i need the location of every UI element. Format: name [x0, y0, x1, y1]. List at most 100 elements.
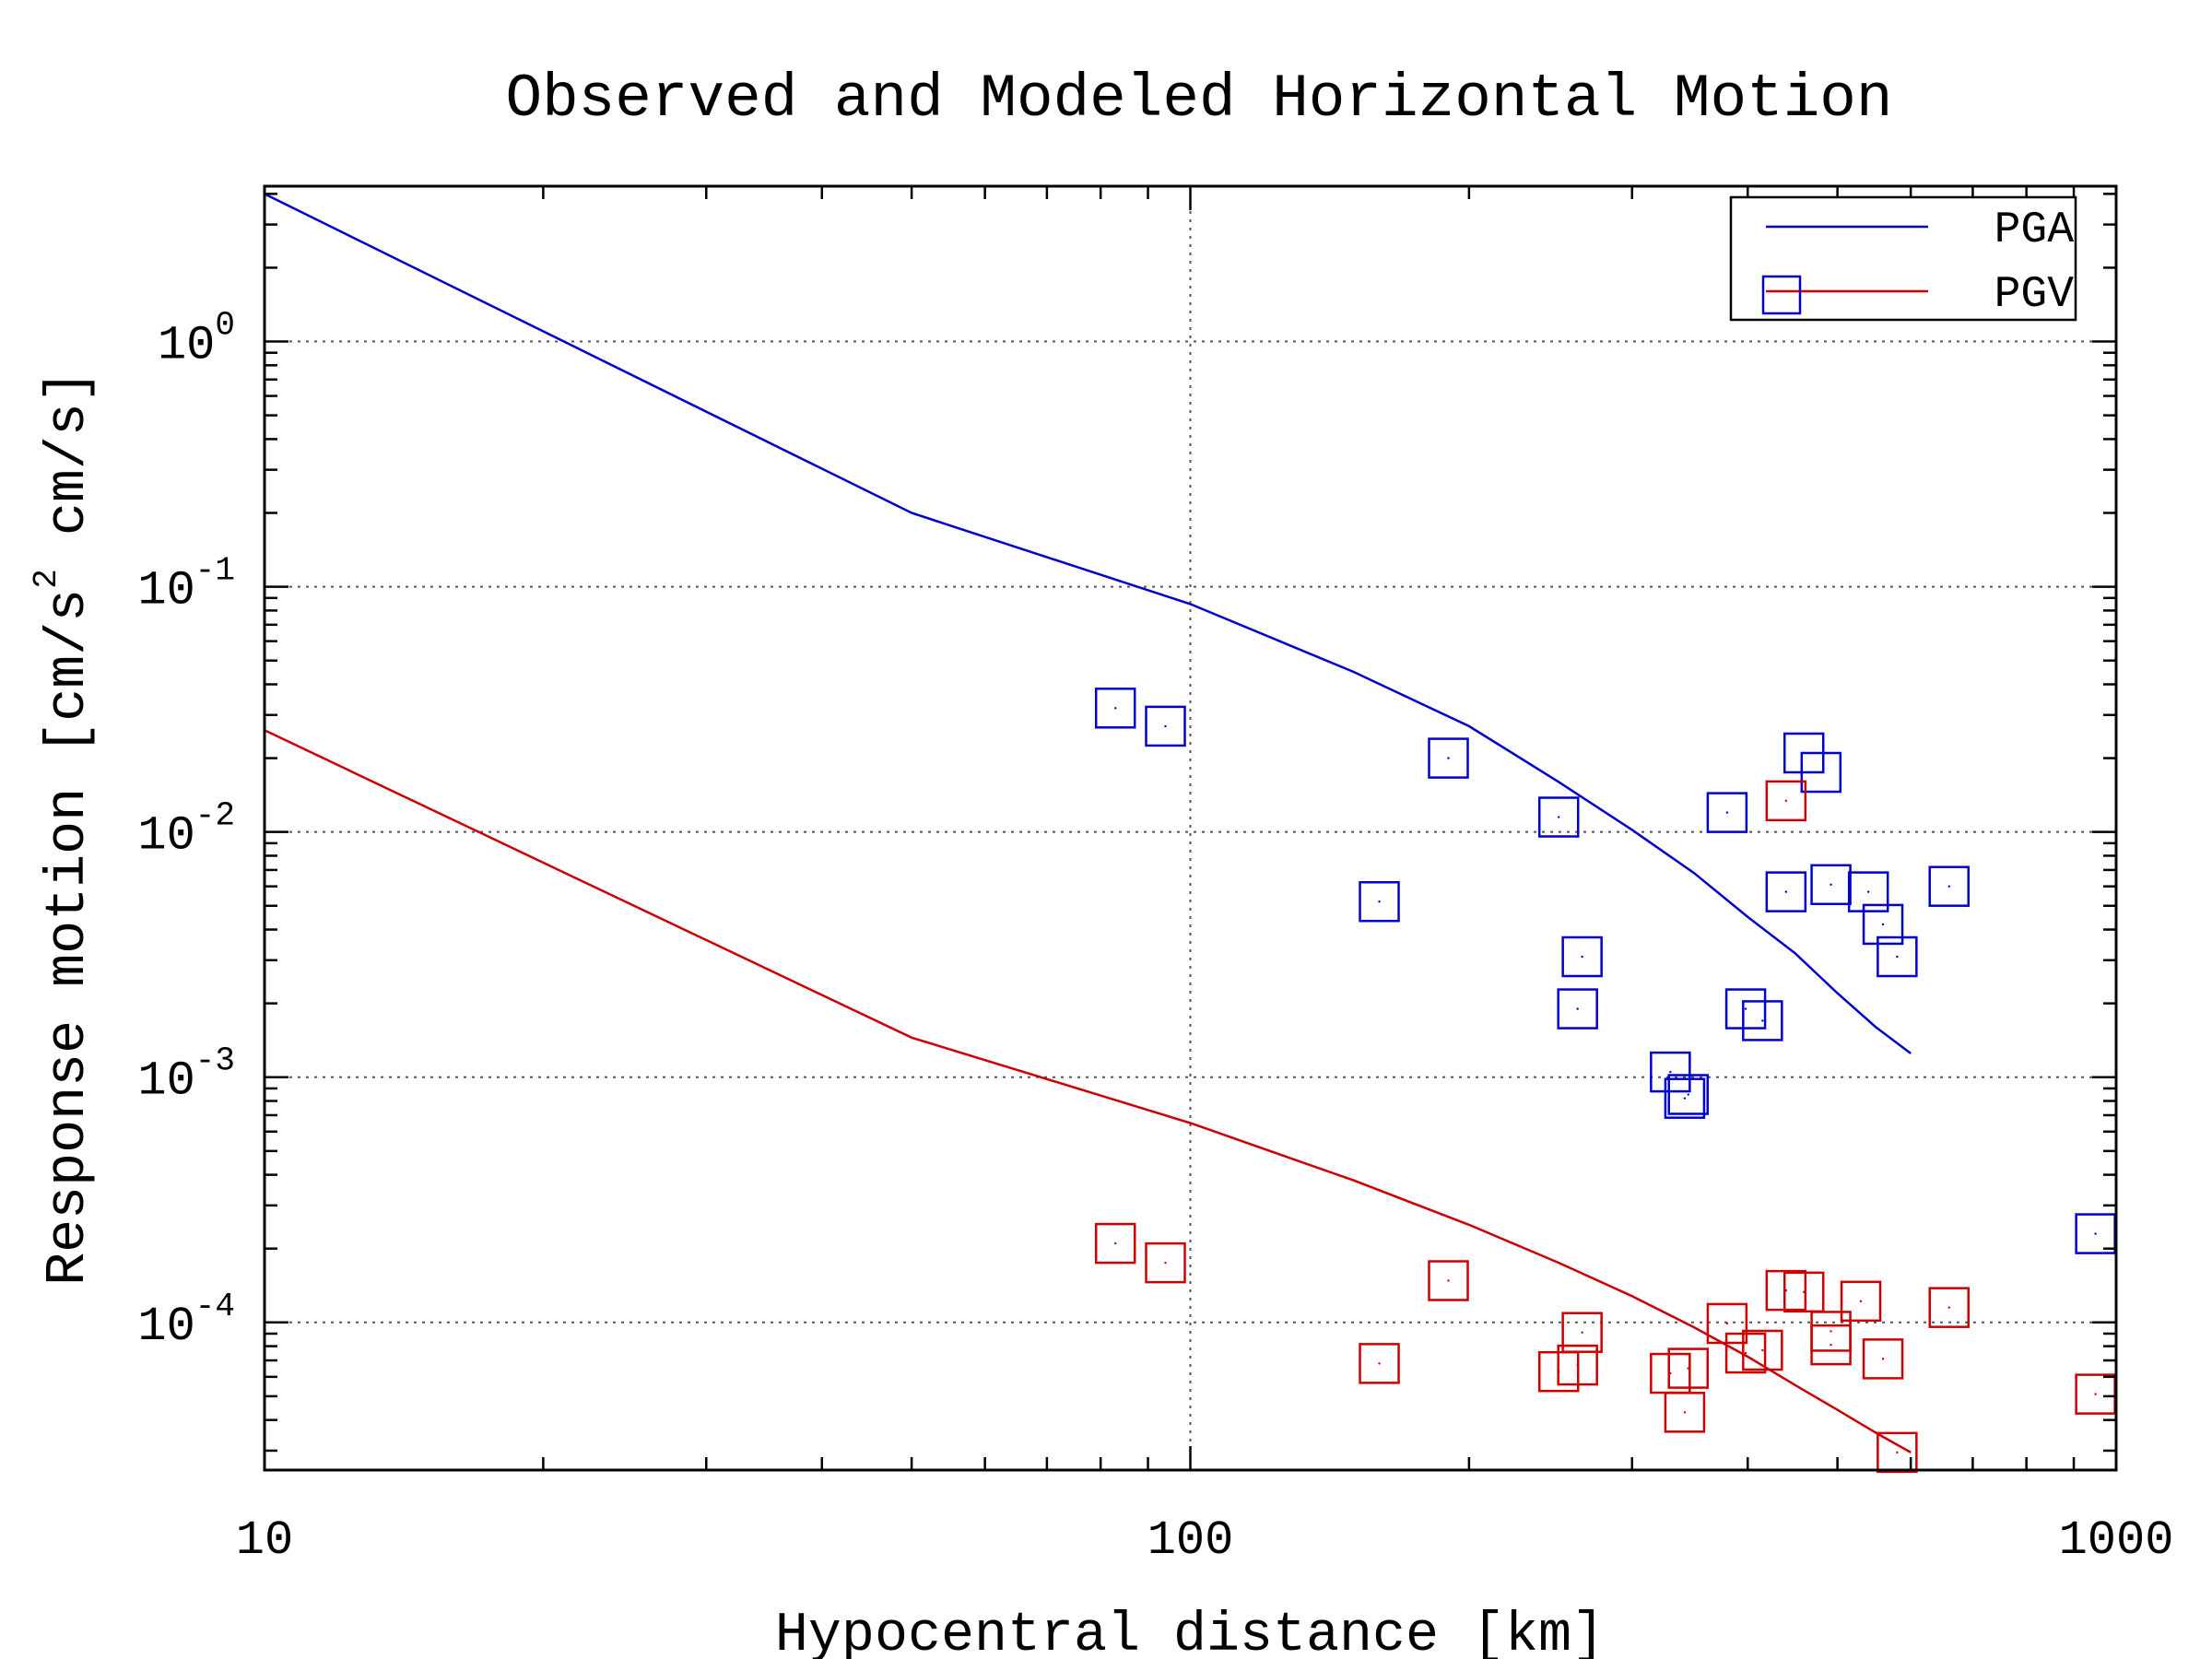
pga-point-center: [1447, 757, 1450, 759]
pgv-point-center: [1830, 1330, 1832, 1333]
x-axis-label: Hypocentral distance [km]: [775, 1605, 1605, 1659]
pga-point: [1706, 792, 1748, 833]
pga-point-center: [1669, 1070, 1672, 1074]
pgv-point: [1765, 780, 1807, 822]
pgv-point-center: [1725, 1322, 1729, 1325]
y-tick-label: 10-2: [137, 797, 235, 864]
pga-point-center: [1784, 890, 1788, 893]
y-tick-label: 10-3: [137, 1042, 235, 1109]
pga-point-center: [1687, 1093, 1689, 1096]
pgv-point-center: [1803, 1290, 1806, 1294]
pgv-point: [1810, 1324, 1852, 1366]
ticks-layer: [263, 186, 2116, 1470]
y-tick-label: 10-1: [137, 552, 235, 618]
pga-point: [1650, 1051, 1691, 1093]
x-tick-label: 100: [1147, 1513, 1234, 1568]
y-tick-label: 100: [158, 307, 235, 373]
x-tick-label: 1000: [2059, 1513, 2174, 1568]
x-tick-label: 10: [236, 1513, 293, 1568]
pgv-point: [1783, 1271, 1825, 1313]
pgv-point: [1724, 1332, 1767, 1374]
x-tick-labels: 10 100 1000: [236, 1513, 2174, 1568]
grid-layer: [265, 186, 2116, 1470]
pgv-point: [1877, 1431, 1918, 1474]
pgv-point-center: [2094, 1393, 2097, 1395]
pga-model-line: [264, 193, 1912, 1054]
pgv-point-center: [1378, 1362, 1381, 1365]
pgv-point: [1928, 1287, 1970, 1328]
pga-point: [1537, 796, 1580, 838]
pga-point-center: [1558, 816, 1560, 818]
y-tick-labels: 10-4 10-3 10-2 10-1 100: [137, 307, 235, 1354]
pga-point: [1877, 935, 1918, 978]
pgv-point: [1561, 1312, 1603, 1353]
pga-point-center: [2094, 1232, 2097, 1235]
pgv-point: [1667, 1347, 1709, 1389]
pga-point-center: [1819, 771, 1823, 774]
pga-point: [1664, 1077, 1706, 1119]
pga-point-center: [1576, 1007, 1579, 1010]
pgv-point-center: [1881, 1358, 1885, 1360]
pgv-point: [1359, 1343, 1400, 1384]
pga-point: [1742, 1000, 1783, 1041]
pga-point-center: [1830, 883, 1832, 886]
pgv-point-center: [1859, 1300, 1863, 1303]
pga-point-center: [1744, 1007, 1747, 1010]
pgv-point: [1765, 1269, 1807, 1312]
y-axis-label-sup: 2: [28, 569, 65, 589]
pga-point-center: [1164, 724, 1167, 728]
y-axis-label-prefix: Response motion [cm/s: [38, 589, 100, 1286]
pga-point-center: [1761, 1019, 1764, 1022]
y-axis-label: Response motion [cm/s2 cm/s]: [28, 370, 100, 1286]
pga-point-center: [1896, 955, 1899, 959]
pgv-point-center: [1744, 1351, 1747, 1355]
pga-point-center: [1725, 811, 1729, 814]
chart-title: Observed and Modeled Horizontal Motion: [505, 65, 1892, 134]
pgv-point-center: [1114, 1241, 1117, 1245]
pga-point: [1862, 903, 1904, 946]
pgv-point-center: [1784, 799, 1788, 803]
pga-point: [1765, 871, 1807, 912]
pga-point: [1557, 988, 1598, 1030]
pga-point: [1928, 865, 1970, 907]
pga-point-center: [1881, 923, 1885, 926]
pga-point: [1094, 688, 1136, 729]
pgv-point-center: [1581, 1331, 1583, 1334]
pga-point-center: [1114, 707, 1117, 710]
pgv-point: [1145, 1241, 1186, 1284]
pga-point-center: [1947, 885, 1950, 888]
pga-point: [1428, 737, 1469, 779]
pgv-point-center: [1683, 1411, 1687, 1414]
pgv-point: [1862, 1338, 1904, 1380]
pgv-point: [1742, 1329, 1783, 1371]
pga-point: [1145, 705, 1186, 747]
pga-point: [1359, 880, 1400, 923]
legend-marker: [1761, 275, 1802, 315]
legend: PGA PGV: [1729, 195, 2077, 322]
pgv-point: [1664, 1392, 1706, 1433]
pga-point: [1724, 988, 1767, 1030]
legend-label-pgv: PGV: [1994, 270, 2075, 320]
legend-label-pga: PGA: [1994, 206, 2075, 255]
series-layer: [264, 193, 2116, 1474]
pga-point-center: [1378, 900, 1381, 903]
pgv-point-center: [1447, 1279, 1450, 1282]
pga-point-center: [1581, 955, 1583, 959]
pga-point: [1847, 871, 1889, 912]
pgv-model-line: [264, 729, 1912, 1453]
pgv-point: [1094, 1222, 1136, 1265]
pgv-point-center: [1687, 1367, 1689, 1370]
pgv-point-center: [1761, 1348, 1764, 1352]
pgv-point: [1428, 1260, 1469, 1301]
pga-point-center: [1683, 1097, 1687, 1100]
y-tick-label: 10-4: [137, 1288, 235, 1354]
y-axis-label-suffix: cm/s]: [38, 370, 100, 569]
pgv-point-center: [1164, 1261, 1167, 1265]
pga-point: [1800, 751, 1842, 794]
pga-point-center: [1866, 890, 1870, 893]
pga-point: [1810, 864, 1852, 906]
pgv-point-center: [1576, 1363, 1579, 1367]
pgv-point-center: [1896, 1451, 1899, 1454]
legend-box: [1729, 195, 2077, 322]
